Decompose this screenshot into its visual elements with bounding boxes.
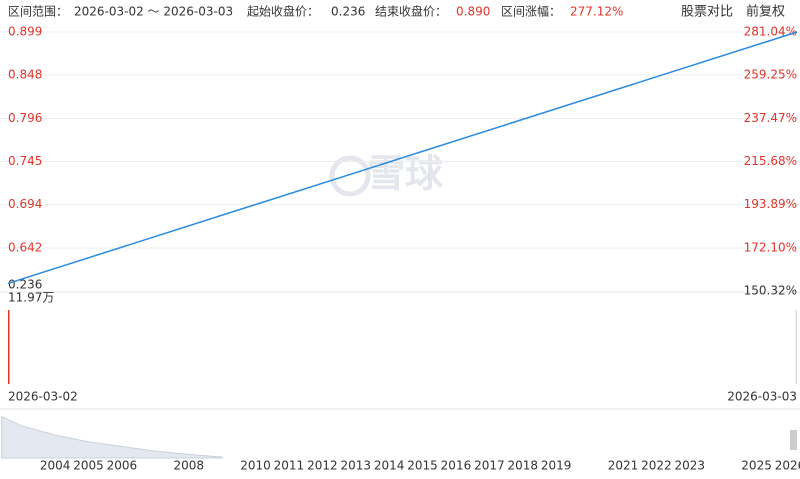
volume-bar	[795, 310, 797, 384]
y-tick-label: 0.899	[8, 25, 42, 39]
y-tick-label: 0.694	[8, 197, 42, 211]
change-label: 区间涨幅：	[501, 4, 561, 19]
header: 区间范围： 2026-03-02 ～ 2026-03-03 起始收盘价： 0.2…	[8, 4, 785, 20]
navigator-tick-label: 2015	[407, 459, 438, 473]
navigator-handle[interactable]	[790, 430, 797, 450]
start-label: 起始收盘价：	[247, 4, 319, 19]
y2-tick-label: 259.25%	[744, 68, 797, 82]
navigator-tick-label: 2023	[674, 459, 705, 473]
navigator-tick-label: 2022	[641, 459, 672, 473]
range-label: 区间范围：	[8, 5, 68, 19]
navigator-tick-label: 2019	[541, 459, 572, 473]
watermark-logo	[329, 155, 371, 197]
y-tick-label: 0.796	[8, 111, 42, 125]
y2-tick-label: 237.47%	[744, 111, 797, 125]
end-label: 结束收盘价：	[375, 4, 447, 19]
price-line	[7, 31, 798, 285]
y2-tick-label: 172.10%	[744, 240, 797, 254]
start-value: 0.236	[331, 5, 365, 19]
y2-tick-label: 150.32%	[744, 284, 797, 298]
y2-tick-label: 281.04%	[744, 25, 797, 39]
navigator-tick-label: 2012	[307, 459, 338, 473]
adjust-button[interactable]: 前复权	[746, 4, 785, 20]
navigator-tick-label: 2005	[73, 459, 104, 473]
navigator-tick-label: 2017	[474, 459, 505, 473]
navigator-tick-label: 2011	[274, 459, 305, 473]
y-tick-label: 0.848	[8, 67, 42, 81]
x-tick-label: 2026-03-03	[727, 390, 797, 404]
end-value: 0.890	[456, 5, 490, 19]
watermark: 雪球	[367, 152, 444, 196]
navigator-tick-label: 2016	[441, 459, 472, 473]
navigator-tick-label: 2021	[608, 459, 639, 473]
navigator-tick-label: 2006	[107, 459, 138, 473]
y2-tick-label: 215.68%	[744, 154, 797, 168]
start-price-label: 0.236	[8, 278, 42, 292]
range-text: 2026-03-02 ～ 2026-03-03	[74, 5, 233, 19]
navigator-tick-label: 2026	[775, 459, 800, 473]
navigator-tick-label: 2018	[507, 459, 538, 473]
x-tick-label: 2026-03-02	[8, 390, 78, 404]
volume-max-label: 11.97万	[8, 291, 54, 305]
y-tick-label: 0.642	[8, 241, 42, 255]
navigator-tick-label: 2010	[240, 459, 271, 473]
navigator-tick-label: 2014	[374, 459, 405, 473]
navigator-tick-label: 2004	[40, 459, 71, 473]
y2-tick-label: 193.89%	[744, 197, 797, 211]
navigator-area	[1, 415, 223, 459]
navigator-tick-label: 2025	[741, 459, 772, 473]
change-value: 277.12%	[570, 5, 623, 19]
navigator-tick-label: 2008	[173, 459, 204, 473]
volume-bar	[8, 310, 10, 384]
compare-button[interactable]: 股票对比	[681, 5, 733, 20]
y-tick-label: 0.745	[8, 154, 42, 168]
navigator-tick-label: 2013	[340, 459, 371, 473]
